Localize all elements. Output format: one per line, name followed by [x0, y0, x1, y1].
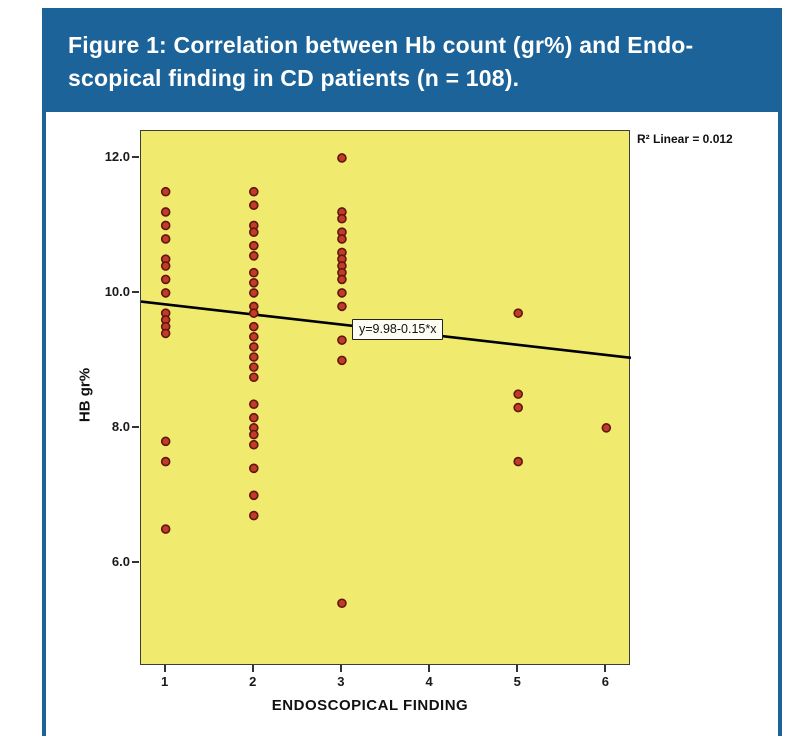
- y-tick-label: 8.0: [111, 418, 130, 434]
- scatter-point: [160, 186, 171, 197]
- scatter-point: [160, 436, 171, 447]
- scatter-point: [160, 207, 171, 217]
- scatter-point: [249, 267, 259, 278]
- scatter-point: [337, 598, 347, 609]
- scatter-point: [337, 213, 347, 224]
- scatter-point: [513, 308, 523, 318]
- x-tick-mark: [339, 665, 342, 672]
- regression-equation-label: y=9.98-0.15*x: [352, 319, 444, 340]
- y-tick-mark: [132, 560, 139, 563]
- scatter-point: [160, 220, 171, 231]
- scatter-point: [249, 463, 259, 474]
- scatter-point: [249, 240, 259, 251]
- scatter-point: [249, 277, 259, 288]
- y-tick-mark: [132, 290, 139, 293]
- x-tick-label: 2: [249, 674, 257, 689]
- x-tick-label: 1: [161, 674, 169, 689]
- scatter-point: [249, 372, 259, 383]
- r-squared-annotation: R² Linear = 0.012: [637, 132, 733, 146]
- y-tick-mark: [132, 425, 139, 428]
- scatter-point: [160, 274, 171, 285]
- scatter-point: [249, 308, 259, 318]
- scatter-point: [249, 510, 259, 521]
- scatter-point: [337, 234, 347, 244]
- y-tick-label: 12.0: [104, 148, 130, 164]
- scatter-point: [160, 456, 171, 467]
- figure-caption: Figure 1: Correlation between Hb count (…: [46, 12, 778, 112]
- figure-caption-line-1: Figure 1: Correlation between Hb count (…: [68, 32, 694, 58]
- scatter-point: [249, 331, 259, 342]
- x-tick-mark: [163, 665, 166, 672]
- scatter-point: [160, 328, 171, 339]
- y-tick-mark: [132, 155, 139, 158]
- scatter-point: [249, 342, 259, 352]
- y-tick-label: 10.0: [104, 283, 130, 299]
- x-tick-mark: [604, 665, 607, 672]
- scatter-point: [513, 456, 523, 467]
- scatter-point: [160, 524, 171, 534]
- scatter-point: [513, 389, 523, 399]
- x-tick-label: 3: [337, 674, 345, 689]
- scatter-point: [337, 355, 347, 366]
- plot-area: [140, 130, 631, 665]
- figure-caption-line-2: scopical finding in CD patients (n = 108…: [68, 65, 520, 92]
- x-tick-mark: [516, 665, 519, 672]
- x-tick-mark: [428, 665, 431, 672]
- x-axis-title: ENDOSCOPICAL FINDING: [271, 697, 469, 714]
- scatter-point: [249, 352, 259, 362]
- scatter-point: [249, 251, 259, 261]
- scatter-point: [249, 429, 259, 440]
- scatter-point: [337, 335, 347, 345]
- y-tick-label: 6.0: [111, 553, 130, 569]
- scatter-point: [337, 301, 347, 312]
- scatter-point: [513, 402, 523, 413]
- scatter-plot-canvas: [141, 153, 631, 609]
- scatter-point: [337, 288, 347, 298]
- scatter-point: [249, 399, 259, 410]
- scatter-point: [337, 274, 347, 285]
- scatter-point: [249, 227, 259, 237]
- scatter-point: [601, 423, 612, 433]
- x-tick-label: 4: [425, 674, 433, 689]
- x-tick-mark: [251, 665, 254, 672]
- scatter-point: [249, 362, 259, 372]
- x-tick-label: 5: [513, 674, 521, 689]
- scatter-point: [160, 234, 171, 244]
- scatter-point: [249, 490, 259, 501]
- scatter-point: [249, 412, 259, 423]
- scatter-point: [160, 288, 171, 298]
- scatter-point: [249, 288, 259, 298]
- scatter-point: [160, 261, 171, 271]
- y-axis-title: HB gr%: [76, 367, 94, 423]
- scatter-point: [249, 200, 259, 211]
- scatter-point: [249, 439, 259, 450]
- x-tick-label: 6: [601, 674, 609, 689]
- scatter-point: [249, 186, 259, 197]
- scatter-point: [249, 321, 259, 332]
- scatter-point: [337, 153, 347, 163]
